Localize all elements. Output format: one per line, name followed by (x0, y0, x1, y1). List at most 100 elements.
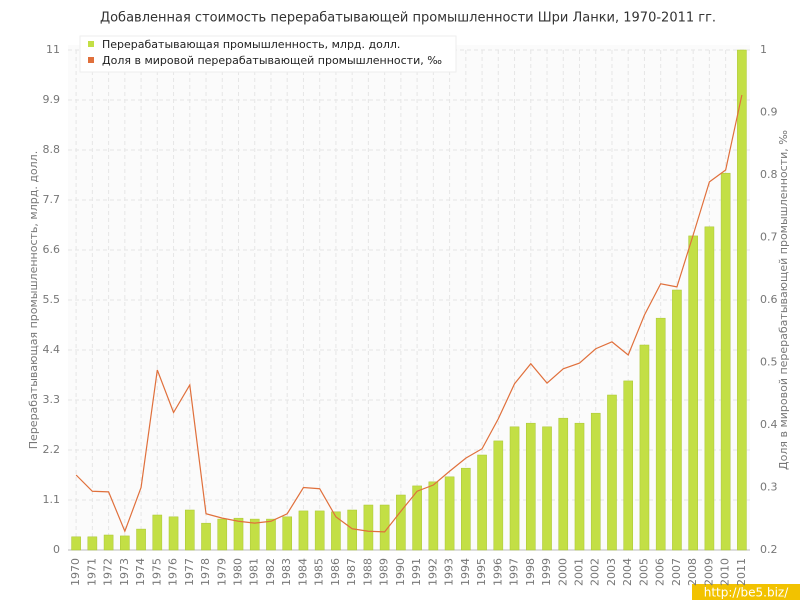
y2-tick-label: 0.6 (760, 293, 778, 306)
bar (217, 518, 228, 551)
legend: Перерабатывающая промышленность, млрд. д… (79, 35, 457, 73)
bar (266, 518, 276, 551)
x-tick-label: 1989 (378, 558, 391, 586)
x-tick-label: 1976 (167, 558, 180, 586)
x-tick-label: 1986 (329, 558, 342, 586)
x-tick-label: 2004 (621, 558, 634, 586)
bar (704, 226, 715, 551)
bar (363, 504, 374, 551)
x-tick-label: 2008 (686, 558, 699, 586)
y-tick-label: 8.8 (43, 143, 61, 156)
bar (639, 344, 650, 551)
x-tick-label: 1991 (410, 558, 423, 586)
y-tick-label: 11 (46, 43, 60, 56)
y-tick-label: 2.2 (43, 443, 61, 456)
chart-title: Добавленная стоимость перерабатывающей п… (100, 11, 716, 26)
bar (136, 528, 146, 551)
y2-tick-label: 0.9 (760, 106, 778, 119)
bar (574, 422, 585, 551)
watermark-bg (692, 584, 800, 600)
x-tick-label: 1974 (134, 558, 147, 586)
x-tick-label: 1992 (426, 558, 439, 586)
y2-tick-label: 0.4 (760, 418, 778, 431)
y-tick-label: 0 (53, 543, 60, 556)
line (75, 94, 743, 533)
bar (120, 535, 130, 551)
x-tick-label: 1993 (443, 558, 456, 586)
bar (249, 518, 260, 551)
x-tick-label: 2002 (589, 558, 602, 586)
x-tick-label: 1972 (102, 558, 115, 586)
x-tick-label: 1975 (150, 558, 163, 586)
legend-swatch (88, 57, 94, 63)
legend-label: Перерабатывающая промышленность, млрд. д… (102, 38, 400, 51)
bar (737, 49, 747, 551)
x-tick-label: 1977 (183, 558, 196, 586)
legend-label: Доля в мировой перерабатывающей промышле… (102, 54, 442, 67)
bar (298, 510, 309, 551)
x-tick-label: 1981 (248, 558, 261, 586)
y2-tick-label: 1 (760, 43, 767, 56)
bar (672, 289, 682, 551)
x-tick-label: 1997 (508, 558, 521, 586)
y2-tick-label: 0.7 (760, 231, 778, 244)
bar (542, 426, 552, 551)
x-tick-label: 2003 (605, 558, 618, 586)
y-tick-label: 3.3 (43, 393, 61, 406)
x-tick-label: 2007 (670, 558, 683, 586)
bar (168, 516, 179, 551)
x-tick-label: 1970 (69, 558, 82, 586)
x-tick-label: 2001 (573, 558, 586, 586)
y2-axis-label: Доля в мировой перерабатывающей промышле… (777, 130, 790, 470)
y2-tick-label: 0.5 (760, 356, 778, 369)
x-tick-label: 1983 (280, 558, 293, 586)
x-tick-label: 1978 (199, 558, 212, 586)
bar (103, 534, 114, 551)
bar (607, 394, 617, 551)
y-tick-label: 5.5 (43, 293, 61, 306)
x-tick-label: 2005 (637, 558, 650, 586)
x-tick-label: 1980 (232, 558, 245, 586)
x-tick-label: 1990 (394, 558, 407, 586)
bar (509, 426, 520, 551)
y-tick-label: 6.6 (43, 243, 61, 256)
x-tick-label: 1973 (118, 558, 131, 586)
bar (688, 235, 698, 551)
bar (201, 522, 211, 551)
bar (396, 494, 406, 551)
x-tick-label: 1985 (313, 558, 326, 586)
bar (590, 412, 601, 551)
bar (477, 454, 487, 551)
bar (314, 510, 325, 551)
y-tick-label: 7.7 (43, 193, 61, 206)
x-tick-label: 1984 (296, 558, 309, 586)
y2-tick-label: 0.2 (760, 543, 778, 556)
x-tick-label: 1995 (475, 558, 488, 586)
bar (347, 509, 357, 551)
plot-area (68, 45, 750, 550)
x-tick-label: 1982 (264, 558, 277, 586)
bar (655, 317, 666, 551)
x-tick-label: 2006 (654, 558, 667, 586)
bar (558, 417, 569, 551)
y2-tick-label: 0.3 (760, 481, 778, 494)
bar (87, 536, 98, 551)
bar (282, 516, 293, 551)
bar (233, 517, 244, 551)
bar (71, 536, 81, 551)
y2-tick-label: 0.8 (760, 168, 778, 181)
x-tick-label: 2000 (556, 558, 569, 586)
x-tick-label: 1999 (540, 558, 553, 586)
bar (444, 476, 455, 551)
x-tick-label: 2011 (735, 558, 748, 586)
bar (525, 422, 536, 551)
legend-swatch (88, 41, 94, 47)
x-tick-label: 1988 (361, 558, 374, 586)
y-tick-label: 4.4 (43, 343, 61, 356)
x-tick-label: 1994 (459, 558, 472, 586)
x-tick-label: 1979 (215, 558, 228, 586)
bar (412, 485, 422, 551)
x-tick-label: 1998 (524, 558, 537, 586)
bar (623, 380, 634, 551)
